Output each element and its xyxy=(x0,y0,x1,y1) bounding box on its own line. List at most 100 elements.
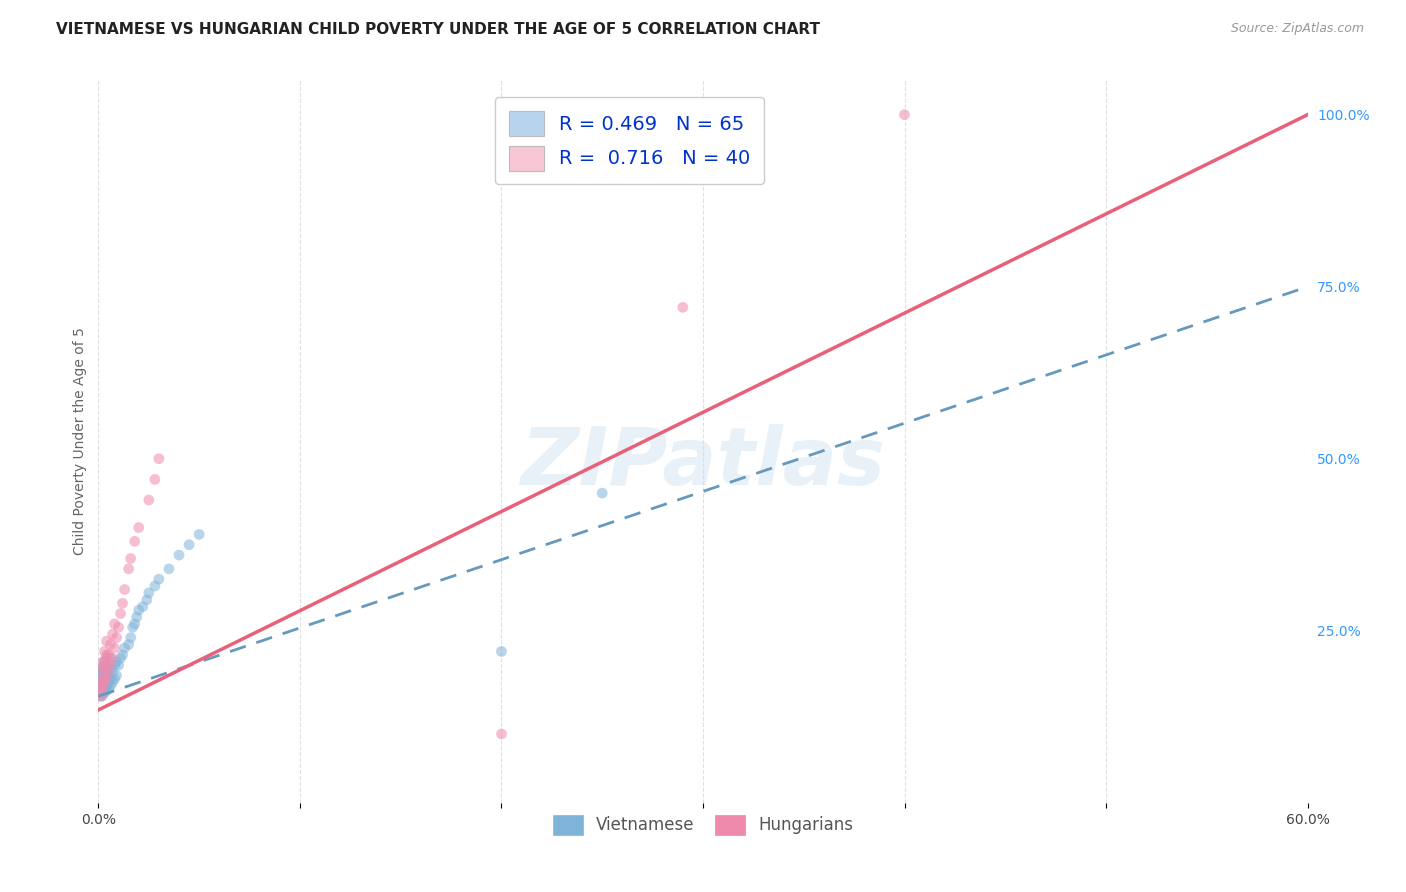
Point xyxy=(89,682,111,697)
Point xyxy=(91,659,114,673)
Point xyxy=(91,686,114,700)
Point xyxy=(96,679,118,693)
Point xyxy=(93,644,115,658)
Point xyxy=(97,665,120,679)
Point xyxy=(188,527,211,541)
Point xyxy=(100,679,122,693)
Point xyxy=(148,451,170,466)
Point xyxy=(93,672,115,686)
Point xyxy=(110,651,132,665)
Point xyxy=(89,665,111,679)
Point xyxy=(114,640,136,655)
Point xyxy=(118,638,141,652)
Point xyxy=(107,620,129,634)
Point xyxy=(96,648,118,662)
Point xyxy=(96,672,118,686)
Point xyxy=(491,644,513,658)
Point xyxy=(91,686,114,700)
Point xyxy=(101,665,124,679)
Point xyxy=(100,662,122,676)
Point xyxy=(93,682,115,697)
Point xyxy=(93,655,115,669)
Point xyxy=(138,586,160,600)
Point xyxy=(91,670,114,684)
Legend: Vietnamese, Hungarians: Vietnamese, Hungarians xyxy=(543,805,863,845)
Point xyxy=(120,551,142,566)
Point xyxy=(91,672,114,686)
Point xyxy=(91,673,114,688)
Point xyxy=(118,562,141,576)
Point xyxy=(91,666,114,681)
Point xyxy=(103,616,125,631)
Point xyxy=(91,663,114,677)
Point xyxy=(91,655,114,669)
Point xyxy=(491,121,513,136)
Point xyxy=(101,651,124,665)
Point xyxy=(120,631,142,645)
Point xyxy=(93,679,115,693)
Point xyxy=(97,668,120,682)
Point xyxy=(96,662,118,676)
Point xyxy=(110,607,132,621)
Point xyxy=(91,689,114,703)
Point xyxy=(148,572,170,586)
Point xyxy=(96,634,118,648)
Point xyxy=(101,675,124,690)
Point xyxy=(128,520,150,534)
Text: VIETNAMESE VS HUNGARIAN CHILD POVERTY UNDER THE AGE OF 5 CORRELATION CHART: VIETNAMESE VS HUNGARIAN CHILD POVERTY UN… xyxy=(56,22,820,37)
Point xyxy=(143,579,166,593)
Point xyxy=(93,668,115,682)
Point xyxy=(100,638,122,652)
Point xyxy=(96,651,118,665)
Point xyxy=(103,672,125,686)
Point xyxy=(89,689,111,703)
Point xyxy=(89,679,111,693)
Point xyxy=(121,620,143,634)
Point xyxy=(167,548,190,562)
Point xyxy=(89,689,111,703)
Point xyxy=(143,472,166,486)
Point xyxy=(96,673,118,688)
Point xyxy=(93,686,115,700)
Point xyxy=(97,648,120,662)
Point xyxy=(124,534,146,549)
Point xyxy=(591,486,613,500)
Point xyxy=(157,562,180,576)
Point xyxy=(97,662,120,676)
Point xyxy=(89,675,111,690)
Point xyxy=(672,301,695,315)
Point xyxy=(105,655,128,669)
Point xyxy=(107,658,129,673)
Point xyxy=(100,672,122,686)
Point xyxy=(91,677,114,691)
Point xyxy=(89,672,111,686)
Text: ZIPatlas: ZIPatlas xyxy=(520,425,886,502)
Point xyxy=(179,538,201,552)
Point xyxy=(93,665,115,679)
Point xyxy=(105,631,128,645)
Point xyxy=(97,675,120,690)
Point xyxy=(124,616,146,631)
Point xyxy=(138,493,160,508)
Point xyxy=(96,658,118,673)
Point xyxy=(114,582,136,597)
Point xyxy=(128,603,150,617)
Point xyxy=(100,651,122,665)
Point xyxy=(893,108,915,122)
Point xyxy=(91,680,114,694)
Y-axis label: Child Poverty Under the Age of 5: Child Poverty Under the Age of 5 xyxy=(73,327,87,556)
Point xyxy=(135,592,157,607)
Point xyxy=(491,727,513,741)
Point xyxy=(132,599,155,614)
Point xyxy=(125,610,148,624)
Point xyxy=(111,596,134,610)
Point xyxy=(89,682,111,697)
Point xyxy=(89,675,111,690)
Point xyxy=(101,627,124,641)
Point xyxy=(93,675,115,690)
Point xyxy=(93,675,115,690)
Text: Source: ZipAtlas.com: Source: ZipAtlas.com xyxy=(1230,22,1364,36)
Point xyxy=(111,648,134,662)
Point xyxy=(89,668,111,682)
Point xyxy=(103,640,125,655)
